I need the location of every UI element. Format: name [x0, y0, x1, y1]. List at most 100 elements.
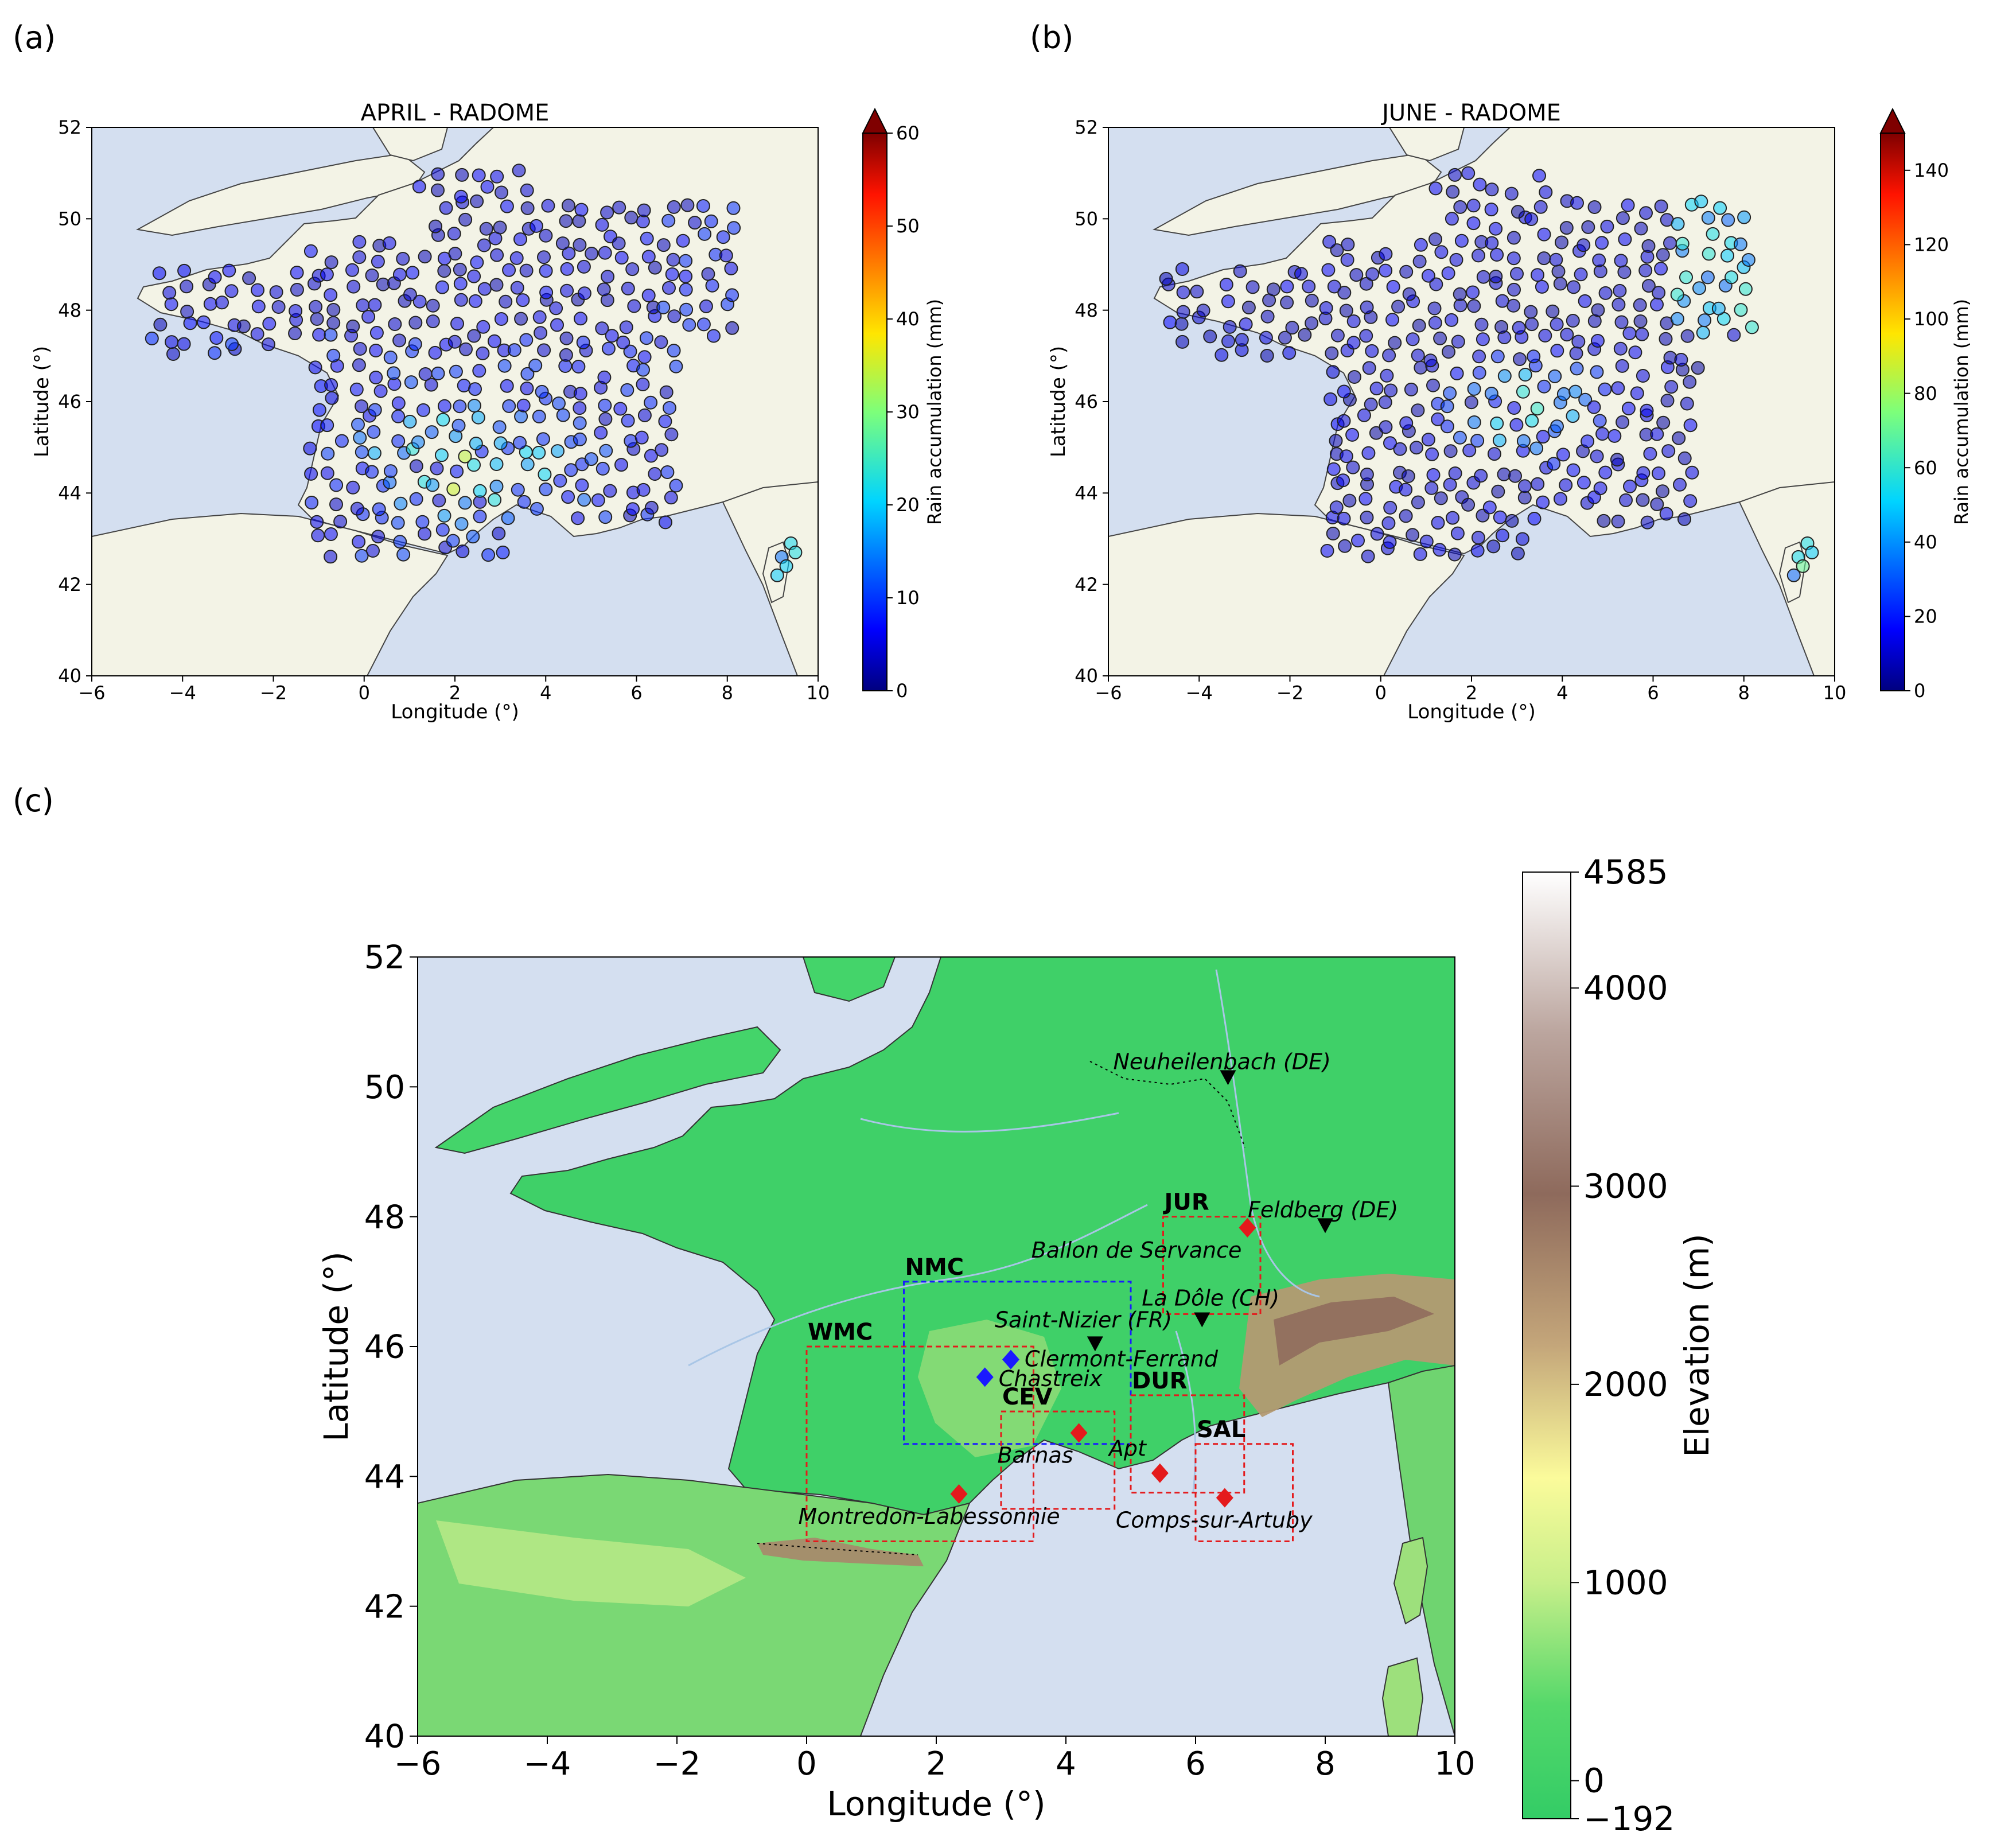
station-dot [1805, 545, 1819, 559]
station-dot [601, 341, 616, 356]
colorbar-tick-label: 0 [896, 680, 908, 702]
station-dot [1339, 304, 1353, 318]
station-dot [1725, 270, 1738, 285]
panel-c-map: WMC NMC CEV JUR DUR SAL Clermont-FerrandChastr… [418, 957, 1455, 1736]
station-dot [584, 452, 598, 466]
region-label: DUR [1132, 1368, 1187, 1394]
station-dot [1524, 305, 1538, 319]
station-dot [514, 312, 528, 326]
station-dot [303, 441, 317, 456]
station-dot [574, 203, 589, 217]
station-dot [1490, 349, 1505, 364]
station-dot [1414, 238, 1428, 252]
station-dot [371, 254, 385, 269]
station-dot [312, 403, 326, 417]
station-dot [621, 414, 635, 428]
station-dot [1349, 268, 1364, 282]
station-dot [145, 331, 159, 345]
station-dot [1529, 441, 1544, 456]
station-dot [164, 297, 178, 312]
panel-b-map [1108, 127, 1835, 676]
station-dot [725, 321, 739, 335]
colorbar-tick-label: 50 [896, 215, 920, 237]
station-dot [1497, 467, 1511, 481]
station-dot [1516, 434, 1531, 448]
station-dot [1518, 368, 1532, 382]
station-dot [635, 430, 649, 445]
station-dot [1581, 220, 1595, 234]
station-dot [1510, 267, 1524, 281]
station-dot [177, 263, 192, 278]
station-dot [365, 465, 379, 479]
station-dot [1591, 303, 1605, 317]
station-dot [564, 463, 578, 477]
station-dot [1598, 382, 1612, 396]
station-dot [1671, 217, 1685, 231]
station-dot [1636, 493, 1650, 507]
station-dot [637, 408, 652, 422]
station-dot [538, 467, 552, 481]
station-dot [1406, 332, 1420, 347]
station-dot [613, 402, 628, 416]
y-tick-label: 52 [58, 116, 81, 138]
station-dot [1486, 539, 1501, 554]
y-tick-label: 44 [364, 1458, 405, 1496]
station-dot [1670, 287, 1684, 302]
station-dot [1319, 301, 1333, 315]
station-dot [308, 360, 322, 375]
station-dot [492, 420, 507, 434]
panel-a-colorbar-ticks: 0 10 20 30 40 50 60 [887, 122, 920, 702]
station-dot [1176, 305, 1190, 319]
x-tick-label: 6 [630, 682, 642, 703]
station-dot [1650, 497, 1664, 511]
y-tick-label: 46 [1075, 391, 1098, 413]
pyrenees-border [757, 1543, 918, 1555]
station-dot [1614, 315, 1629, 329]
station-dot [450, 464, 464, 478]
station-dot [487, 334, 501, 348]
station-dot [1507, 282, 1521, 297]
station-dot [1493, 510, 1507, 524]
station-dot [1610, 453, 1624, 467]
station-dot [1446, 511, 1459, 525]
station-dot [1383, 500, 1398, 515]
station-dot [1441, 266, 1455, 281]
station-dot [1425, 447, 1439, 461]
y-tick-label: 52 [1075, 116, 1098, 138]
station-dot [1278, 330, 1292, 345]
station-dot [371, 530, 386, 544]
iberia-plateau [436, 1520, 746, 1606]
station-dot [352, 235, 367, 249]
station-dot [1617, 265, 1632, 279]
station-dot [467, 329, 481, 343]
station-dot [1683, 494, 1698, 508]
rhine-river [1215, 969, 1320, 1298]
station-dot [324, 527, 338, 541]
colorbar-tick-label: 40 [896, 308, 920, 330]
x-tick-label: 4 [540, 682, 551, 703]
station-dot [1741, 253, 1755, 267]
station-dot [532, 446, 546, 460]
station-dot [1466, 199, 1481, 213]
y-tick-label: 42 [1075, 574, 1098, 596]
region-box-dur [1130, 1394, 1245, 1494]
station-dot [261, 337, 275, 352]
station-dot [391, 516, 405, 530]
station-dot [166, 347, 180, 361]
station-dot [1674, 353, 1688, 367]
station-dot [1239, 317, 1253, 332]
station-dot [1551, 264, 1566, 279]
station-dot [1677, 451, 1692, 465]
station-dot [449, 364, 463, 379]
station-dot [1590, 365, 1604, 379]
panel-c-colorbar [1522, 872, 1571, 1819]
station-dot [577, 493, 591, 507]
station-dot [1424, 481, 1439, 495]
station-dot [655, 443, 669, 457]
y-tick-label: 50 [58, 208, 81, 230]
station-dot [572, 214, 586, 228]
site-marker-diamond [1151, 1463, 1169, 1483]
panel-a-colorbar-extend-arrow [862, 107, 888, 134]
station-dot [262, 317, 277, 331]
